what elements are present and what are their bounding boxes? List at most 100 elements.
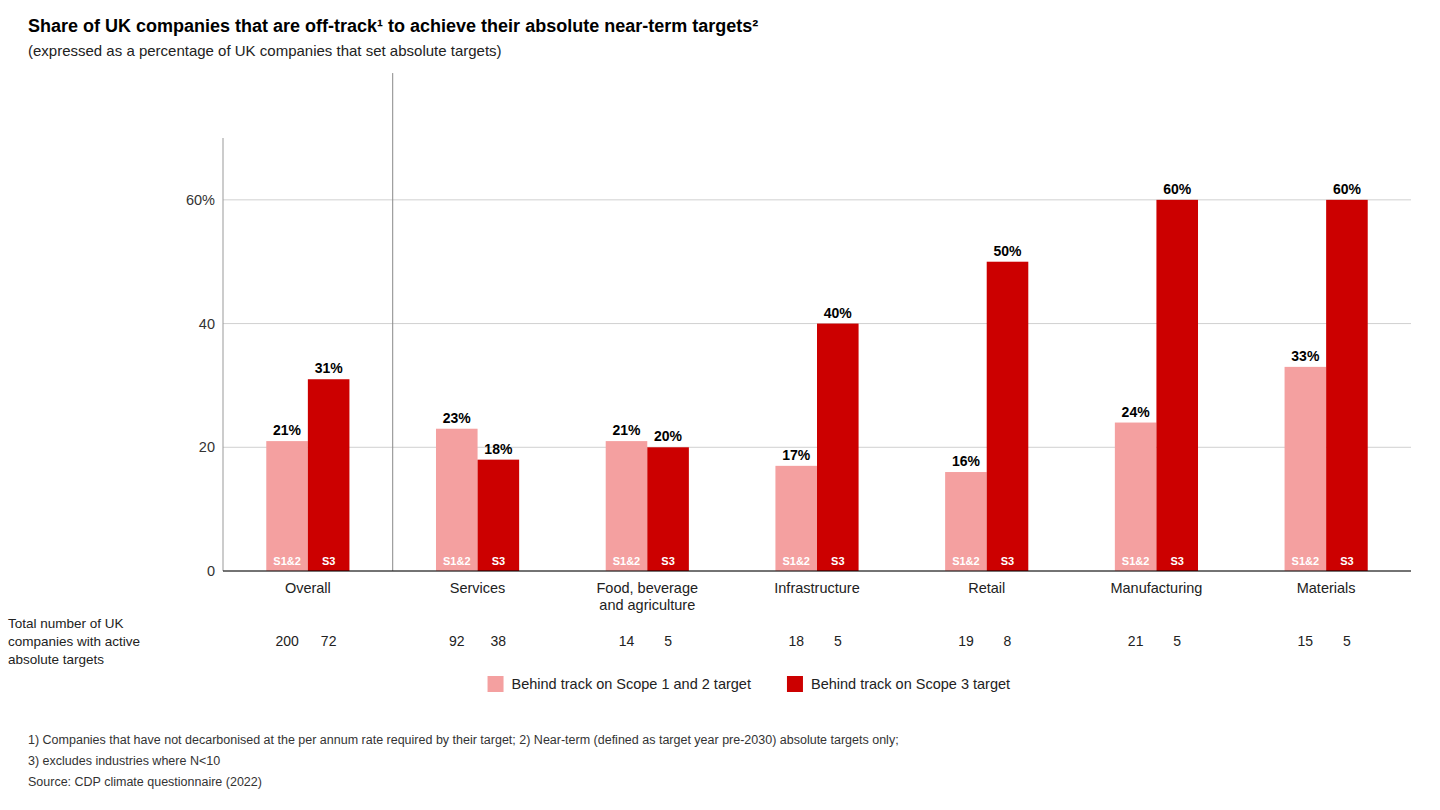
- table-number: 15: [1298, 633, 1314, 649]
- bar: [266, 441, 308, 571]
- x-tick-label: Manufacturing: [1110, 580, 1202, 596]
- x-tick-label: Overall: [285, 580, 331, 596]
- table-number: 14: [619, 633, 635, 649]
- footnote: Source: CDP climate questionnaire (2022): [28, 775, 262, 789]
- x-tick-label-line: Overall: [285, 580, 331, 596]
- bar: [775, 466, 817, 571]
- x-tick-label: Retail: [968, 580, 1005, 596]
- x-tick-label: Food, beverageand agriculture: [596, 580, 698, 613]
- bar-tag: S1&2: [952, 555, 980, 567]
- x-tick-label-line: Retail: [968, 580, 1005, 596]
- bar-tag: S1&2: [1292, 555, 1320, 567]
- bar-tag: S1&2: [273, 555, 301, 567]
- x-tick-label-line: Materials: [1297, 580, 1356, 596]
- table-label: companies with active: [8, 634, 140, 649]
- table: Total number of UK companies with active a…: [8, 616, 1351, 667]
- data-label: 60%: [1333, 181, 1362, 197]
- x-tick-label-line: Services: [450, 580, 506, 596]
- x-tick-label: Infrastructure: [774, 580, 859, 596]
- table-label: Total number of UK: [8, 616, 124, 631]
- bar-tag: S1&2: [1122, 555, 1150, 567]
- data-label: 20%: [654, 428, 683, 444]
- x-tick-label-line: Infrastructure: [774, 580, 859, 596]
- x-axis: Overall Services Food, beverageand agricul…: [285, 580, 1356, 613]
- bar-tag: S3: [831, 555, 844, 567]
- grid-line: [223, 571, 1411, 572]
- bar-tag: S3: [661, 555, 674, 567]
- bar: [606, 441, 648, 571]
- x-tick-label-line: Manufacturing: [1110, 580, 1202, 596]
- bar-tag: S3: [322, 555, 335, 567]
- bar: [647, 447, 689, 571]
- data-label: 33%: [1291, 348, 1320, 364]
- table-number: 38: [491, 633, 507, 649]
- footnote: 1) Companies that have not decarbonised …: [28, 733, 899, 747]
- bars: [266, 200, 1367, 571]
- data-label: 16%: [952, 453, 981, 469]
- data-label: 18%: [484, 441, 513, 457]
- bar: [1285, 367, 1327, 571]
- y-tick-label: 40: [199, 316, 215, 332]
- bar-tag: S3: [492, 555, 505, 567]
- bar-tag: S3: [1340, 555, 1353, 567]
- bar: [478, 460, 520, 571]
- chart: Share of UK companies that are off-track…: [0, 0, 1440, 810]
- legend: Behind track on Scope 1 and 2 target Behi…: [488, 676, 1011, 692]
- x-tick-label: Materials: [1297, 580, 1356, 596]
- y-tick-label: 20: [199, 439, 215, 455]
- table-number: 5: [1173, 633, 1181, 649]
- bar-tag: S3: [1170, 555, 1183, 567]
- data-label: 17%: [782, 447, 811, 463]
- footnotes: 1) Companies that have not decarbonised …: [28, 733, 899, 789]
- y-axis-line: [223, 138, 224, 571]
- table-number: 8: [1004, 633, 1012, 649]
- bar: [945, 472, 987, 571]
- table-number: 200: [275, 633, 299, 649]
- table-label: absolute targets: [8, 652, 104, 667]
- data-label: 24%: [1122, 404, 1151, 420]
- bar: [987, 262, 1029, 571]
- legend-item: Behind track on Scope 1 and 2 target: [488, 676, 751, 692]
- data-label: 40%: [824, 305, 853, 321]
- legend-label: Behind track on Scope 1 and 2 target: [512, 676, 751, 692]
- bar: [308, 379, 350, 571]
- x-tick-label-line: and agriculture: [599, 597, 695, 613]
- x-tick-label-line: Food, beverage: [596, 580, 698, 596]
- bar: [1156, 200, 1198, 571]
- table-number: 21: [1128, 633, 1144, 649]
- bar: [1326, 200, 1368, 571]
- data-label: 21%: [612, 422, 641, 438]
- data-label: 31%: [315, 360, 344, 376]
- labels: 21% S1&2 23% S1&2 21% S1&2 17% S1&2 16% S1&2 24% S1…: [273, 181, 1361, 567]
- table-number: 5: [834, 633, 842, 649]
- legend-item: Behind track on Scope 3 target: [787, 676, 1010, 692]
- bar-tag: S1&2: [443, 555, 471, 567]
- footnote: 3) excludes industries where N<10: [28, 754, 220, 768]
- data-label: 50%: [993, 243, 1022, 259]
- data-label: 21%: [273, 422, 302, 438]
- grid-line: [223, 199, 1411, 200]
- data-label: 23%: [443, 410, 472, 426]
- x-tick-label: Services: [450, 580, 506, 596]
- table-number: 72: [321, 633, 337, 649]
- table-number: 92: [449, 633, 465, 649]
- bar: [817, 324, 859, 571]
- bar-tag: S3: [1001, 555, 1014, 567]
- bar-tag: S1&2: [782, 555, 810, 567]
- divider: [392, 73, 393, 571]
- title: Share of UK companies that are off-track…: [28, 16, 758, 36]
- bar: [436, 429, 478, 571]
- legend-swatch: [787, 676, 803, 692]
- y-tick-label: 0: [207, 563, 215, 579]
- table-number: 18: [788, 633, 804, 649]
- data-label: 60%: [1163, 181, 1192, 197]
- table-number: 5: [664, 633, 672, 649]
- x-axis-line: [223, 571, 1411, 572]
- bar: [1115, 423, 1157, 571]
- legend-swatch: [488, 676, 504, 692]
- y-tick-label: 60%: [186, 192, 215, 208]
- y-axis: 0 20 40 60%: [186, 138, 1411, 579]
- bar-tag: S1&2: [613, 555, 641, 567]
- subtitle: (expressed as a percentage of UK compani…: [28, 42, 502, 59]
- table-number: 19: [958, 633, 974, 649]
